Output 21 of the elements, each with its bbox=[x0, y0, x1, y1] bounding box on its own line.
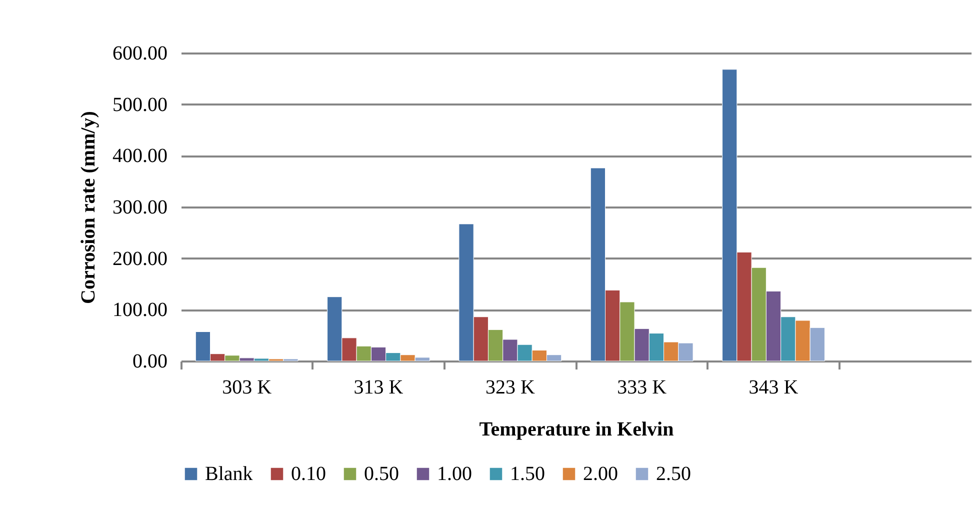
x-tick-label: 303 K bbox=[222, 376, 272, 398]
legend-label: 2.00 bbox=[583, 463, 618, 485]
y-axis-title: Corrosion rate (mm/y) bbox=[78, 111, 100, 304]
legend-label: 1.50 bbox=[510, 463, 545, 485]
legend-label: 1.00 bbox=[437, 463, 472, 485]
legend-label: Blank bbox=[205, 463, 253, 485]
x-tick-label: 343 K bbox=[748, 376, 799, 398]
y-tick-label: 500.00 bbox=[112, 94, 168, 116]
x-tick-label: 333 K bbox=[617, 376, 668, 398]
legend-label: 0.50 bbox=[364, 463, 399, 485]
y-tick-label: 400.00 bbox=[112, 145, 168, 168]
y-tick-label: 100.00 bbox=[112, 299, 168, 322]
y-tick-label: 600.00 bbox=[112, 42, 168, 64]
y-tick-label: 200.00 bbox=[112, 248, 168, 270]
legend-label: 0.10 bbox=[291, 463, 326, 485]
y-tick-label: 0.00 bbox=[132, 350, 168, 372]
y-tick-label: 300.00 bbox=[112, 196, 168, 218]
legend-label: 2.50 bbox=[656, 463, 691, 485]
x-axis-title: Temperature in Kelvin bbox=[479, 418, 674, 440]
x-tick-label: 323 K bbox=[485, 376, 536, 398]
x-tick-label: 313 K bbox=[354, 376, 404, 398]
